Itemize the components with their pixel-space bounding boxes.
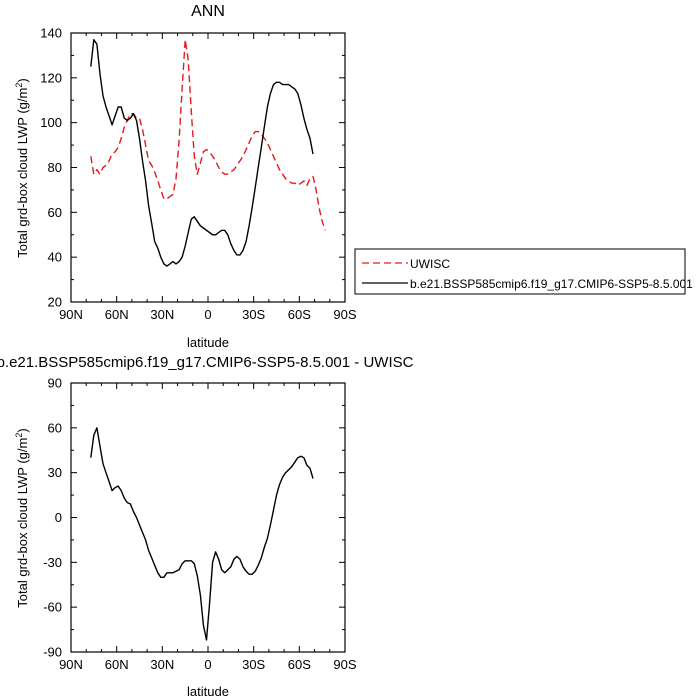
legend-label-model: b.e21.BSSP585cmip6.f19_g17.CMIP6-SSP5-8.…: [410, 277, 693, 291]
y-tick-label: 80: [48, 160, 62, 175]
series-line-bottom-0: [90, 427, 314, 641]
y-tick-label: -90: [43, 645, 62, 660]
legend-box: [354, 248, 686, 295]
plot-frame-top: [70, 32, 346, 303]
x-axis-label-bottom: latitude: [187, 684, 229, 699]
chart-panel-top: ANN 90N 60N 30N 0 30S 60S 90S 20 40 60 80 100 120 14…: [14, 3, 357, 350]
x-tick-label: 90S: [333, 657, 356, 672]
x-tick-label: 90S: [333, 307, 356, 322]
x-tick-label: 60S: [288, 657, 311, 672]
y-tick-labels-top: 20 40 60 80 100 120 140: [40, 26, 62, 310]
y-axis-label-top: Total grd-box cloud LWP (g/m2): [14, 78, 30, 257]
legend: UWISC b.e21.BSSP585cmip6.f19_g17.CMIP6-S…: [354, 248, 693, 295]
chart-panel-bottom: b.e21.BSSP585cmip6.f19_g17.CMIP6-SSP5-8.…: [0, 354, 414, 699]
legend-label-uwisc: UWISC: [410, 257, 450, 271]
x-tick-label: 60N: [105, 307, 129, 322]
x-tick-label: 30S: [242, 307, 265, 322]
x-tick-labels-bottom: 90N 60N 30N 0 30S 60S 90S: [59, 657, 357, 672]
y-tick-label: 60: [48, 205, 62, 220]
x-axis-label-top: latitude: [187, 335, 229, 350]
y-tick-label: 90: [48, 376, 62, 391]
x-tick-label: 60N: [105, 657, 129, 672]
chart-title-top: ANN: [191, 3, 225, 20]
plot-area-top: [70, 32, 346, 303]
x-tick-label: 90N: [59, 657, 83, 672]
y-tick-label: 100: [40, 115, 62, 130]
x-tick-label: 90N: [59, 307, 83, 322]
y-tick-label: 20: [48, 295, 62, 310]
y-tick-label: 140: [40, 26, 62, 41]
y-tick-label: 0: [55, 510, 62, 525]
y-tick-labels-bottom: -90 -60 -30 0 30 60 90: [43, 376, 62, 660]
x-tick-label: 30N: [150, 657, 174, 672]
y-tick-label: -60: [43, 600, 62, 615]
x-tick-label: 60S: [288, 307, 311, 322]
y-tick-label: 120: [40, 70, 62, 85]
y-tick-label: 30: [48, 465, 62, 480]
x-tick-label: 0: [204, 657, 211, 672]
x-tick-label: 30N: [150, 307, 174, 322]
y-axis-label-bottom: Total grd-box cloud LWP (g/m2): [14, 428, 30, 607]
plot-area-bottom: [70, 382, 346, 653]
x-tick-label: 0: [204, 307, 211, 322]
x-tick-labels-top: 90N 60N 30N 0 30S 60S 90S: [59, 307, 357, 322]
plot-frame-bottom: [70, 382, 346, 653]
y-tick-label: 60: [48, 420, 62, 435]
series-line-top-1: [90, 39, 314, 267]
y-tick-label: -30: [43, 555, 62, 570]
x-tick-label: 30S: [242, 657, 265, 672]
chart-title-bottom: b.e21.BSSP585cmip6.f19_g17.CMIP6-SSP5-8.…: [0, 354, 414, 371]
series-line-top-0: [90, 39, 326, 231]
y-tick-label: 40: [48, 250, 62, 265]
